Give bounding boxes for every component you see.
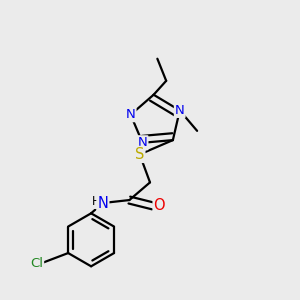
Text: N: N bbox=[126, 108, 136, 121]
Text: S: S bbox=[135, 147, 144, 162]
Text: Cl: Cl bbox=[30, 257, 43, 270]
Text: N: N bbox=[138, 136, 147, 149]
Text: N: N bbox=[175, 104, 184, 117]
Text: N: N bbox=[98, 196, 108, 211]
Text: O: O bbox=[154, 198, 165, 213]
Text: H: H bbox=[92, 195, 101, 208]
